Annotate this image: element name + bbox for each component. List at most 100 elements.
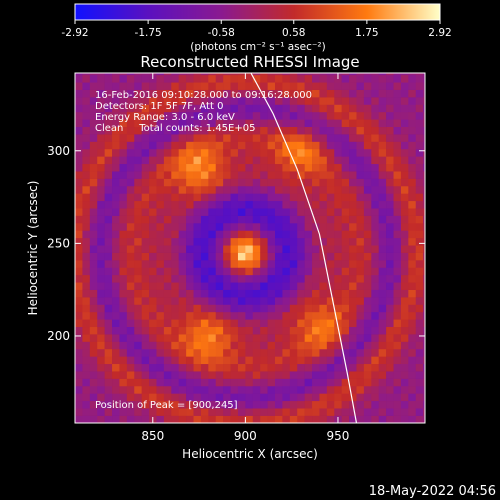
heatmap-cell [275, 363, 283, 372]
heatmap-cell [134, 230, 142, 239]
heatmap-cell [260, 319, 268, 328]
heatmap-cell [371, 289, 380, 298]
heatmap-cell [304, 97, 313, 105]
heatmap-cell [126, 408, 135, 416]
heatmap-cell [104, 260, 113, 268]
heatmap-cell [304, 356, 313, 365]
heatmap-cell [208, 230, 217, 239]
heatmap-cell [400, 215, 409, 224]
heatmap-cell [408, 119, 417, 128]
heatmap-cell [171, 89, 180, 98]
heatmap-cell [237, 193, 246, 202]
heatmap-cell [112, 260, 120, 268]
heatmap-cell [134, 185, 142, 194]
heatmap-cell [326, 141, 335, 150]
heatmap-cell [141, 267, 150, 276]
heatmap-cell [149, 230, 157, 239]
heatmap-cell [334, 89, 342, 98]
heatmap-cell [119, 304, 128, 313]
heatmap-cell [237, 230, 246, 239]
heatmap-cell [75, 97, 83, 105]
heatmap-cell [215, 89, 224, 98]
heatmap-cell [141, 163, 150, 172]
heatmap-cell [200, 319, 209, 328]
heatmap-cell [163, 74, 172, 83]
heatmap-cell [378, 74, 387, 83]
heatmap-cell [223, 134, 231, 142]
heatmap-cell [156, 119, 165, 128]
heatmap-cell [215, 104, 224, 113]
heatmap-cell [89, 260, 98, 268]
heatmap-cell [126, 311, 135, 320]
heatmap-cell [75, 200, 83, 209]
heatmap-cell [112, 223, 120, 231]
heatmap-cell [193, 178, 202, 187]
heatmap-cell [408, 304, 417, 313]
heatmap-cell [297, 97, 305, 105]
heatmap-cell [75, 82, 83, 90]
heatmap-cell [408, 126, 417, 135]
heatmap-cell [252, 319, 261, 328]
heatmap-cell [319, 148, 328, 157]
heatmap-cell [297, 274, 305, 283]
heatmap-cell [312, 297, 320, 305]
heatmap-cell [326, 178, 335, 187]
heatmap-cell [371, 319, 380, 328]
heatmap-cell [134, 319, 142, 328]
heatmap-cell [400, 73, 409, 76]
heatmap-cell [104, 348, 113, 357]
heatmap-cell [89, 208, 98, 216]
heatmap-cell [245, 171, 254, 179]
heatmap-cell [304, 104, 313, 113]
heatmap-cell [356, 348, 365, 357]
heatmap-cell [178, 230, 187, 239]
heatmap-cell [215, 363, 224, 372]
heatmap-cell [163, 274, 172, 283]
heatmap-cell [149, 408, 157, 416]
heatmap-cell [141, 378, 150, 387]
heatmap-cell [334, 237, 342, 246]
heatmap-cell [400, 274, 409, 283]
heatmap-cell [349, 208, 357, 216]
heatmap-cell [363, 200, 372, 209]
heatmap-cell [149, 371, 157, 379]
heatmap-cell [134, 215, 142, 224]
heatmap-cell [230, 215, 239, 224]
heatmap-cell [304, 341, 313, 350]
heatmap-cell [260, 156, 268, 165]
heatmap-cell [319, 371, 328, 379]
heatmap-cell [267, 408, 276, 416]
heatmap-cell [126, 282, 135, 290]
heatmap-cell [149, 341, 157, 350]
heatmap-cell [275, 104, 283, 113]
heatmap-cell [200, 141, 209, 150]
heatmap-cell [252, 415, 261, 423]
heatmap-cell [371, 97, 380, 105]
heatmap-cell [312, 274, 320, 283]
heatmap-cell [378, 319, 387, 328]
colorbar-unit-label: (photons cm⁻² s⁻¹ asec⁻²) [190, 41, 325, 53]
heatmap-cell [141, 260, 150, 268]
heatmap-cell [223, 304, 231, 313]
colorbar-tick-label: -1.75 [135, 27, 162, 39]
heatmap-cell [408, 141, 417, 150]
heatmap-cell [89, 73, 98, 76]
heatmap-cell [186, 185, 194, 194]
heatmap-cell [208, 237, 217, 246]
heatmap-cell [82, 82, 91, 90]
heatmap-cell [208, 74, 217, 83]
heatmap-cell [423, 289, 425, 298]
heatmap-cell [141, 289, 150, 298]
heatmap-cell [386, 193, 394, 202]
heatmap-cell [297, 119, 305, 128]
heatmap-cell [334, 334, 342, 342]
heatmap-cell [312, 245, 320, 253]
heatmap-cell [89, 156, 98, 165]
heatmap-cell [237, 208, 246, 216]
heatmap-cell [141, 178, 150, 187]
heatmap-cell [289, 282, 298, 290]
heatmap-cell [119, 73, 128, 76]
heatmap-cell [104, 356, 113, 365]
heatmap-cell [119, 319, 128, 328]
heatmap-cell [82, 341, 91, 350]
